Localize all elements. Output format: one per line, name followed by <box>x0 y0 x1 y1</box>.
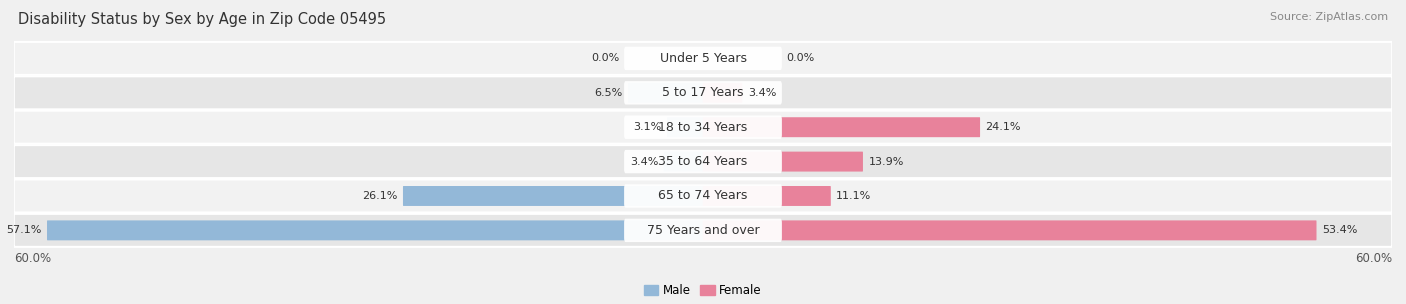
Text: 6.5%: 6.5% <box>595 88 623 98</box>
Text: 18 to 34 Years: 18 to 34 Years <box>658 121 748 134</box>
Text: Under 5 Years: Under 5 Years <box>659 52 747 65</box>
FancyBboxPatch shape <box>624 184 782 208</box>
FancyBboxPatch shape <box>404 186 703 206</box>
Text: 0.0%: 0.0% <box>786 54 814 64</box>
FancyBboxPatch shape <box>628 83 703 103</box>
FancyBboxPatch shape <box>14 76 1392 109</box>
FancyBboxPatch shape <box>703 220 1316 240</box>
Text: 11.1%: 11.1% <box>837 191 872 201</box>
Text: 53.4%: 53.4% <box>1322 225 1357 235</box>
FancyBboxPatch shape <box>624 47 782 70</box>
FancyBboxPatch shape <box>703 83 742 103</box>
FancyBboxPatch shape <box>624 116 782 139</box>
Text: Disability Status by Sex by Age in Zip Code 05495: Disability Status by Sex by Age in Zip C… <box>18 12 387 27</box>
Legend: Male, Female: Male, Female <box>640 280 766 302</box>
FancyBboxPatch shape <box>14 42 1392 75</box>
Text: 35 to 64 Years: 35 to 64 Years <box>658 155 748 168</box>
Text: 24.1%: 24.1% <box>986 122 1021 132</box>
FancyBboxPatch shape <box>703 117 980 137</box>
FancyBboxPatch shape <box>14 214 1392 247</box>
Text: 3.4%: 3.4% <box>748 88 776 98</box>
Text: 60.0%: 60.0% <box>1355 252 1392 265</box>
FancyBboxPatch shape <box>664 152 703 171</box>
Text: 75 Years and over: 75 Years and over <box>647 224 759 237</box>
Text: 60.0%: 60.0% <box>14 252 51 265</box>
Text: 13.9%: 13.9% <box>869 157 904 167</box>
Text: 26.1%: 26.1% <box>363 191 398 201</box>
Text: Source: ZipAtlas.com: Source: ZipAtlas.com <box>1270 12 1388 22</box>
Text: 3.4%: 3.4% <box>630 157 658 167</box>
Text: 3.1%: 3.1% <box>634 122 662 132</box>
FancyBboxPatch shape <box>46 220 703 240</box>
Text: 0.0%: 0.0% <box>592 54 620 64</box>
FancyBboxPatch shape <box>703 186 831 206</box>
Text: 5 to 17 Years: 5 to 17 Years <box>662 86 744 99</box>
FancyBboxPatch shape <box>14 111 1392 144</box>
FancyBboxPatch shape <box>14 145 1392 178</box>
FancyBboxPatch shape <box>624 219 782 242</box>
FancyBboxPatch shape <box>624 150 782 173</box>
Text: 57.1%: 57.1% <box>6 225 42 235</box>
Text: 65 to 74 Years: 65 to 74 Years <box>658 189 748 202</box>
FancyBboxPatch shape <box>703 152 863 171</box>
FancyBboxPatch shape <box>14 179 1392 212</box>
FancyBboxPatch shape <box>666 117 703 137</box>
FancyBboxPatch shape <box>624 81 782 105</box>
